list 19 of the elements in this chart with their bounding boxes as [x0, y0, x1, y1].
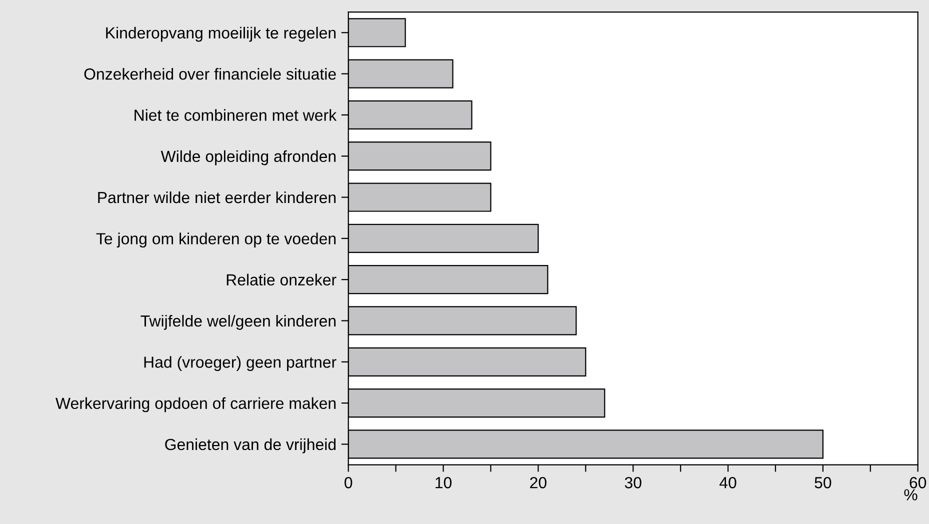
x-tick-label: 50 — [814, 477, 832, 488]
y-tick-label: Partner wilde niet eerder kinderen — [98, 191, 336, 204]
x-tick-label: 20 — [530, 477, 546, 488]
y-tick-label: Te jong om kinderen op te voeden — [96, 232, 336, 248]
y-tick-label: Onzekerheid over financiele situatie — [84, 68, 336, 80]
x-axis-title: % — [904, 489, 918, 500]
y-tick-label: Genieten van de vrijheid — [165, 438, 336, 454]
x-tick-label: 40 — [720, 477, 736, 488]
y-tick-label: Relatie onzeker — [226, 274, 336, 286]
y-tick-label: Twijfelde wel/geen kinderen — [140, 314, 336, 330]
x-tick-label: 10 — [436, 477, 452, 488]
x-tick-label: 0 — [344, 477, 352, 488]
y-tick-label: Kinderopvang moeilijk te regelen — [106, 26, 336, 42]
y-tick-label: Niet te combineren met werk — [134, 109, 337, 121]
x-tick-label: 60 — [910, 477, 926, 488]
y-tick-label: Werkervaring opdoen of carriere maken — [56, 397, 336, 412]
y-tick-label: Had (vroeger) geen partner — [144, 356, 336, 371]
y-tick-label: Wilde opleiding afronden — [160, 150, 336, 166]
x-tick-label: 30 — [624, 477, 642, 488]
